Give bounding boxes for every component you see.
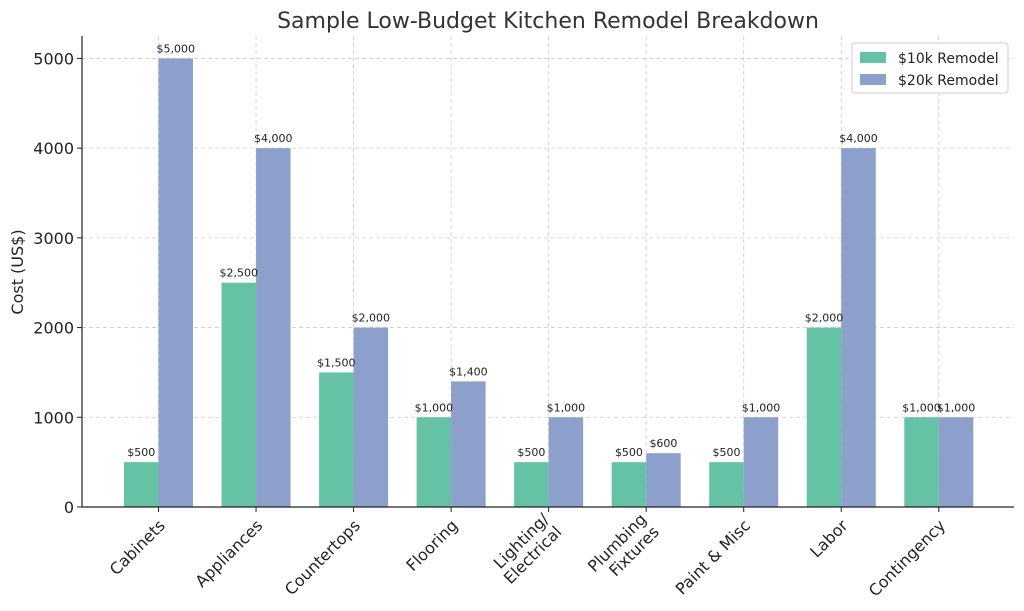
x-tick-label-line: Cabinets bbox=[106, 516, 169, 579]
data-label: $1,000 bbox=[902, 401, 941, 414]
data-label: $4,000 bbox=[254, 132, 293, 145]
x-tick-label-line: Contingency bbox=[865, 516, 949, 600]
legend: $10k Remodel $20k Remodel bbox=[851, 42, 1009, 94]
data-label: $600 bbox=[649, 437, 677, 450]
bar-10k bbox=[124, 462, 159, 507]
bar-20k bbox=[158, 58, 193, 508]
y-tick-label: 0 bbox=[64, 498, 74, 517]
y-ticks: 0 1000 2000 3000 4000 5000 bbox=[33, 49, 82, 517]
bar-20k bbox=[938, 417, 974, 507]
data-label: $500 bbox=[517, 446, 545, 459]
legend-label: $20k Remodel bbox=[898, 73, 999, 89]
bar-10k bbox=[319, 372, 354, 507]
legend-box bbox=[851, 42, 1009, 94]
legend-swatch bbox=[860, 74, 886, 85]
bar-20k bbox=[743, 417, 779, 507]
data-label: $1,400 bbox=[449, 365, 488, 378]
x-tick-label-line: Countertops bbox=[281, 516, 364, 599]
data-label: $2,000 bbox=[805, 312, 844, 325]
y-tick-label: 2000 bbox=[33, 319, 74, 338]
data-label: $500 bbox=[615, 446, 643, 459]
x-tick-label: Lighting/Electrical bbox=[487, 509, 566, 588]
y-tick-label: 3000 bbox=[33, 229, 74, 248]
bar-10k bbox=[611, 462, 647, 507]
data-label: $1,500 bbox=[317, 356, 356, 369]
data-label: $1,000 bbox=[415, 401, 454, 414]
bar-20k bbox=[353, 327, 389, 507]
y-tick-label: 1000 bbox=[33, 408, 74, 427]
bars bbox=[124, 58, 974, 508]
bar-20k bbox=[548, 417, 584, 507]
x-tick-label: Contingency bbox=[865, 516, 949, 600]
x-tick-label-line: Appliances bbox=[191, 516, 266, 591]
y-tick-label: 4000 bbox=[33, 139, 74, 158]
x-tick-label-line: Labor bbox=[806, 516, 852, 562]
x-tick-label-line: Flooring bbox=[402, 516, 461, 575]
data-label: $4,000 bbox=[839, 132, 878, 145]
data-label: $2,500 bbox=[220, 267, 259, 280]
x-tick-label: Countertops bbox=[281, 516, 364, 599]
data-label: $2,000 bbox=[352, 312, 391, 325]
bar-20k bbox=[451, 381, 486, 507]
y-tick-label: 5000 bbox=[33, 49, 74, 68]
bar-10k bbox=[806, 327, 842, 507]
axes bbox=[81, 36, 1014, 508]
data-label: $1,000 bbox=[937, 401, 976, 414]
bar-20k bbox=[646, 453, 681, 507]
legend-swatch bbox=[860, 52, 886, 63]
bar-10k bbox=[904, 417, 939, 507]
bar-20k bbox=[256, 148, 291, 507]
x-tick-label: Appliances bbox=[191, 516, 266, 591]
data-label: $1,000 bbox=[547, 401, 586, 414]
data-labels: $500 $2,500 $1,500 $1,000 $500 $500 $500 $2,000… bbox=[127, 42, 975, 459]
data-label: $5,000 bbox=[157, 42, 196, 55]
legend-label: $10k Remodel bbox=[898, 51, 999, 67]
y-axis-label: Cost (US$) bbox=[8, 229, 27, 314]
x-tick-label: PlumbingFixtures bbox=[584, 510, 663, 589]
x-tick-label: Cabinets bbox=[106, 516, 169, 579]
bar-10k bbox=[416, 417, 452, 507]
x-tick-label: Flooring bbox=[402, 516, 461, 575]
bar-10k bbox=[709, 462, 744, 507]
bar-20k bbox=[841, 148, 876, 507]
x-ticks: Cabinets Appliances Countertops Flooring Lig… bbox=[106, 507, 949, 600]
x-tick-label-line: Paint & Misc bbox=[672, 516, 754, 598]
data-label: $500 bbox=[712, 446, 740, 459]
bar-10k bbox=[221, 282, 257, 507]
chart-title: Sample Low-Budget Kitchen Remodel Breakd… bbox=[277, 9, 819, 34]
data-label: $1,000 bbox=[742, 401, 781, 414]
x-tick-label: Labor bbox=[806, 516, 852, 562]
x-tick-label: Paint & Misc bbox=[672, 516, 754, 598]
bar-10k bbox=[514, 462, 549, 507]
data-label: $500 bbox=[127, 446, 155, 459]
